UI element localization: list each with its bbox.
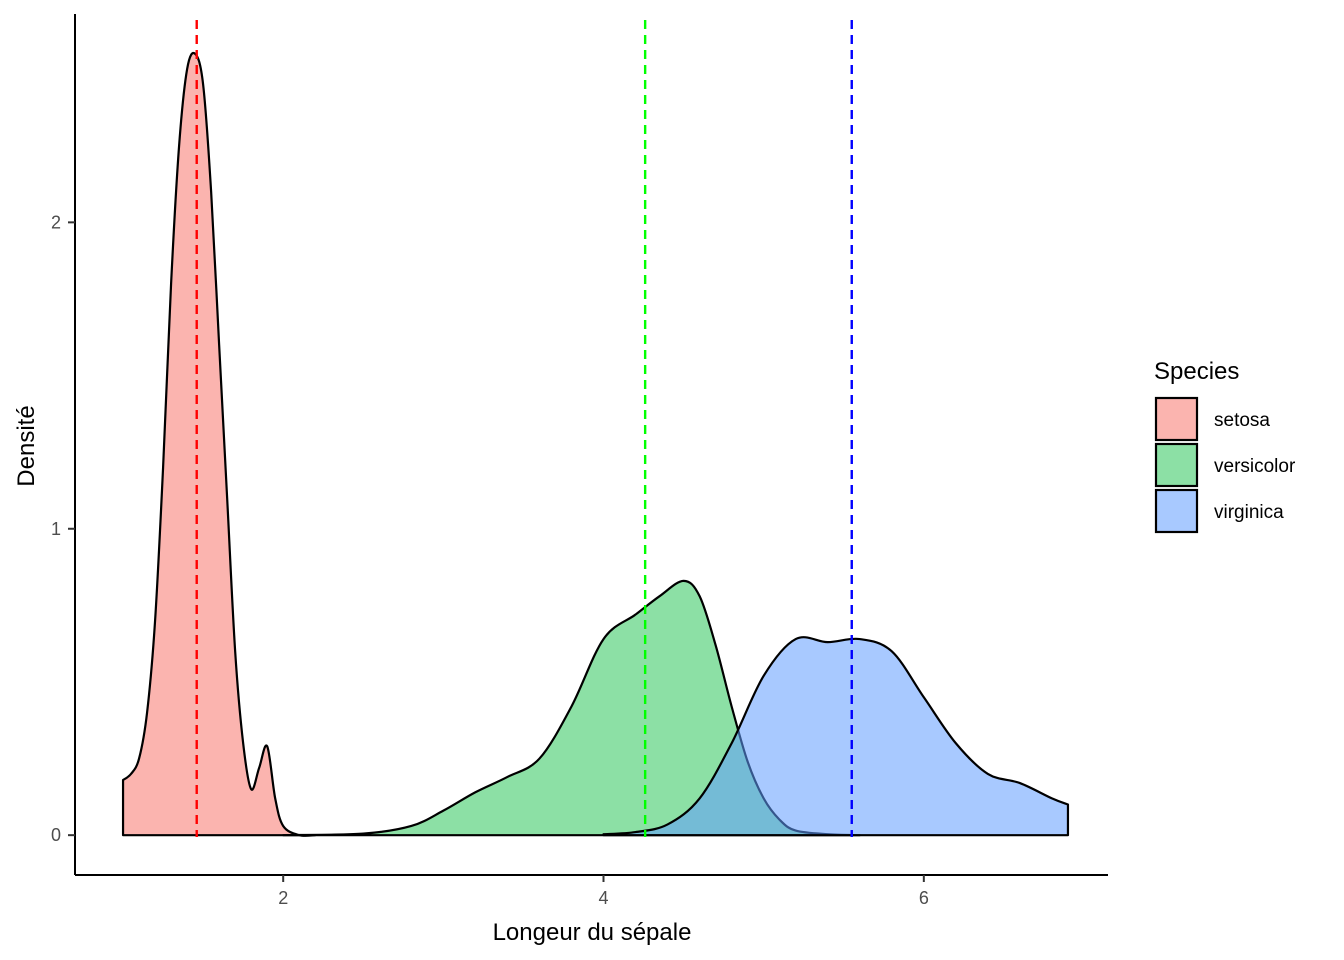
x-tick-label-4: 4	[599, 888, 609, 908]
density-area-setosa	[123, 52, 316, 836]
legend-label-setosa: setosa	[1214, 410, 1270, 431]
y-tick-label-2: 2	[51, 212, 61, 232]
density-areas	[121, 51, 1070, 837]
density-outline-virginica	[602, 636, 1070, 837]
legend-key-versicolor	[1154, 442, 1199, 488]
y-axis-title: Densité	[13, 405, 40, 486]
x-tick-label-6: 6	[919, 888, 929, 908]
legend-item-setosa: setosa	[1154, 396, 1270, 442]
legend-key-virginica	[1154, 488, 1199, 534]
legend-title: Species	[1154, 358, 1239, 385]
y-tick-label-1: 1	[51, 519, 61, 539]
legend-item-virginica: virginica	[1154, 488, 1284, 534]
legend-label-virginica: virginica	[1214, 502, 1284, 523]
legend-label-versicolor: versicolor	[1214, 456, 1296, 477]
legend: Species setosa versicolor virginica	[1154, 358, 1296, 534]
legend-items: setosa versicolor virginica	[1154, 396, 1296, 534]
density-area-virginica	[603, 637, 1068, 836]
legend-key-setosa	[1154, 396, 1199, 442]
y-axis-ticks: 0 1 2	[51, 212, 75, 845]
x-axis-title: Longeur du sépale	[493, 919, 692, 946]
x-tick-label-2: 2	[278, 888, 288, 908]
axes: 2 4 6 0 1 2	[51, 14, 1108, 908]
legend-item-versicolor: versicolor	[1154, 442, 1296, 488]
density-outline-setosa	[121, 51, 317, 837]
x-axis-ticks: 2 4 6	[278, 875, 929, 908]
mean-lines	[195, 20, 853, 837]
y-tick-label-0: 0	[51, 825, 61, 845]
